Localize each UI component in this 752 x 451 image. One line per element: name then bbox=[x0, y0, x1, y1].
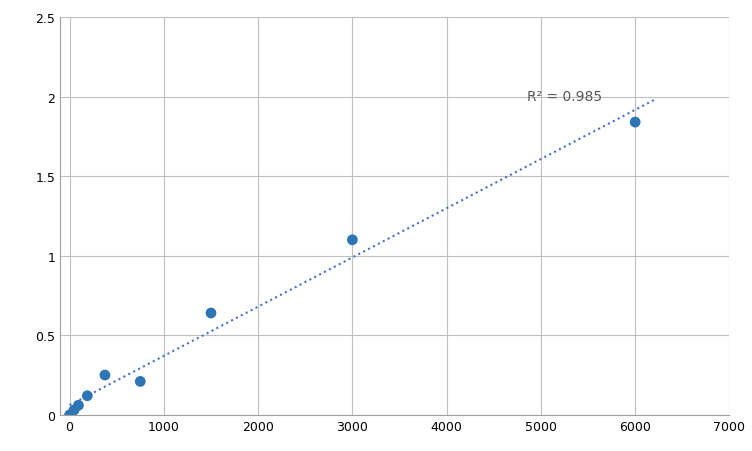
Text: R² = 0.985: R² = 0.985 bbox=[526, 90, 602, 104]
Point bbox=[68, 406, 80, 414]
Point bbox=[81, 392, 93, 400]
Point bbox=[629, 119, 641, 126]
Point bbox=[64, 411, 76, 419]
Point bbox=[99, 372, 111, 379]
Point bbox=[347, 237, 359, 244]
Point bbox=[135, 378, 147, 385]
Point bbox=[205, 310, 217, 317]
Point bbox=[72, 402, 84, 409]
